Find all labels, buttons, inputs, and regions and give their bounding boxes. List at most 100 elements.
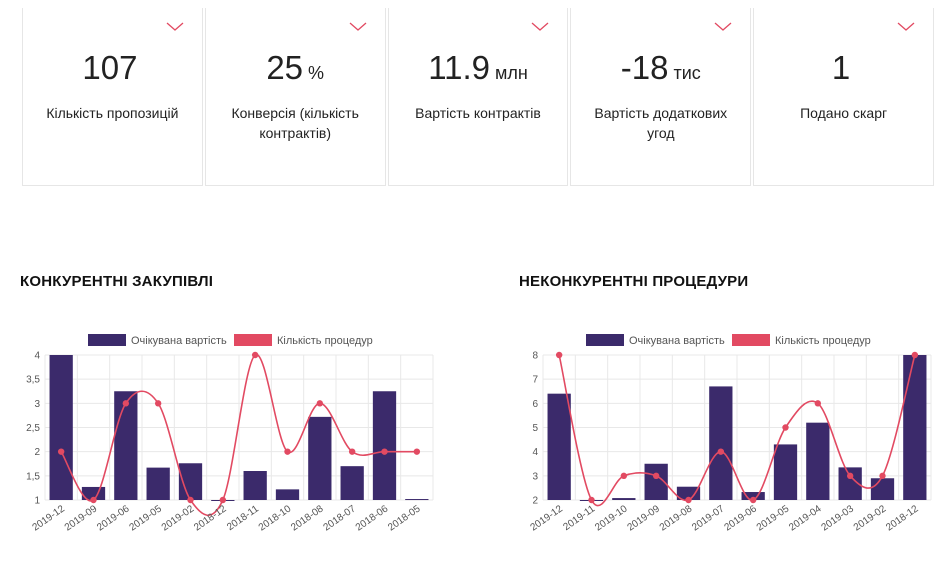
x-tick-label: 2019-03 [820,503,857,533]
y-tick-label: 2 [532,496,538,507]
kpi-card-contract-value: 11.9 млн Вартість контрактів [387,8,569,186]
series-line [558,354,916,507]
kpi-value: 107 [82,49,138,86]
line-point [219,496,227,504]
line-point [381,448,388,455]
y-tick-label: 3,5 [26,375,40,386]
legend-label-bar: Очікувана вартість [131,335,227,347]
bar [806,422,830,500]
x-tick-label: 2018-06 [354,503,391,533]
y-tick-label: 2 [34,447,40,458]
bar [372,391,397,500]
kpi-value: 11.9 млн [428,49,528,86]
line-point [782,424,789,431]
y-tick-label: 7 [532,375,538,386]
line-point [284,448,291,455]
bar [612,498,636,500]
bar [49,355,73,500]
line-point [717,448,725,455]
line-point [685,496,692,504]
y-tick-label: 3 [34,399,40,410]
kpi-label: Кількість пропозицій [46,105,179,121]
x-tick-label: 2019-08 [658,503,695,533]
kpi-card-complaints: 1 Подано скарг [753,8,934,186]
kpi-row: 107 Кількість пропозицій 25% Конверсія (… [22,8,934,188]
y-tick-label: 5 [532,423,538,434]
kpi-unit: % [308,63,325,83]
bar [709,386,733,500]
x-tick-label: 2019-09 [626,503,663,533]
chevron-down-icon[interactable] [714,22,732,32]
chevron-down-icon[interactable] [166,22,184,32]
x-tick-label: 2019-10 [593,503,630,533]
kpi-label: Вартість контрактів [415,105,541,121]
x-tick-label: 2018-05 [386,503,423,533]
y-tick-label: 2,5 [26,423,40,434]
x-tick-label: 2019-02 [160,503,197,533]
bar [405,499,429,501]
x-tick-label: 2018-11 [225,503,261,533]
bar [547,393,571,500]
chart-noncompetitive: Очікувана вартість Кількість процедур 2 3 4 5… [529,334,932,534]
line-point [652,472,660,480]
chart-legend: Очікувана вартість Кількість процедур [586,334,871,347]
chart-grid [44,354,434,501]
bar [741,492,765,500]
line-point [251,351,259,359]
chevron-down-icon[interactable] [349,22,367,32]
chevron-down-icon[interactable] [897,22,915,32]
kpi-card-additional-agreements: -18 тис Вартість додаткових угод [570,8,752,186]
x-tick-label: 2019-04 [787,503,824,533]
line-point [555,351,563,359]
chart-legend: Очікувана вартість Кількість процедур [88,334,373,347]
bar [870,478,895,500]
kpi-label: Вартість додаткових угод [594,105,728,141]
y-tick-label: 1 [34,496,40,507]
y-tick-label: 1,5 [26,471,40,482]
bar [243,471,267,500]
x-tick-label: 2018-08 [289,503,326,533]
x-tick-label: 2018-12 [884,503,921,533]
legend-label-line: Кількість процедур [775,335,871,347]
x-tick-label: 2018-07 [322,503,359,533]
x-tick-label: 2019-11 [561,503,597,533]
line-point [814,400,822,407]
line-point [348,448,356,455]
line-point [57,448,65,455]
bar [275,489,300,500]
bar [114,391,138,500]
line-point [846,472,854,480]
bar [838,467,862,500]
x-tick-label: 2019-05 [128,503,165,533]
line-point [749,496,757,504]
legend-swatch-bar [586,334,624,346]
legend-label-bar: Очікувана вартість [629,335,725,347]
x-tick-label: 2019-06 [95,503,132,533]
legend-swatch-line [234,334,272,346]
line-point [187,496,194,504]
kpi-card-proposals: 107 Кількість пропозицій [22,8,203,186]
legend-label-line: Кількість процедур [277,335,373,347]
bar [146,467,170,500]
x-tick-label: 2019-12 [31,503,68,533]
x-tick-label: 2018-12 [192,503,229,533]
kpi-label: Подано скарг [800,105,888,121]
kpi-unit: тис [673,63,701,83]
bar [308,416,332,500]
kpi-unit: млн [494,63,528,83]
x-tick-label: 2019-05 [755,503,792,533]
line-point [122,400,130,407]
y-tick-label: 4 [532,447,538,458]
section-title-competitive: КОНКУРЕНТНІ ЗАКУПІВЛІ [20,273,214,290]
line-point [413,448,421,455]
line-point [90,496,97,504]
chart-competitive: Очікувана вартість Кількість процедур 1 1,5… [26,334,434,534]
y-tick-label: 3 [532,471,538,482]
kpi-value: -18 тис [620,49,701,86]
chevron-down-icon[interactable] [531,22,549,32]
line-point [879,472,886,480]
bar [644,463,668,500]
y-tick-label: 8 [532,351,538,362]
kpi-value: 25% [266,49,325,86]
x-tick-label: 2018-10 [257,503,294,533]
